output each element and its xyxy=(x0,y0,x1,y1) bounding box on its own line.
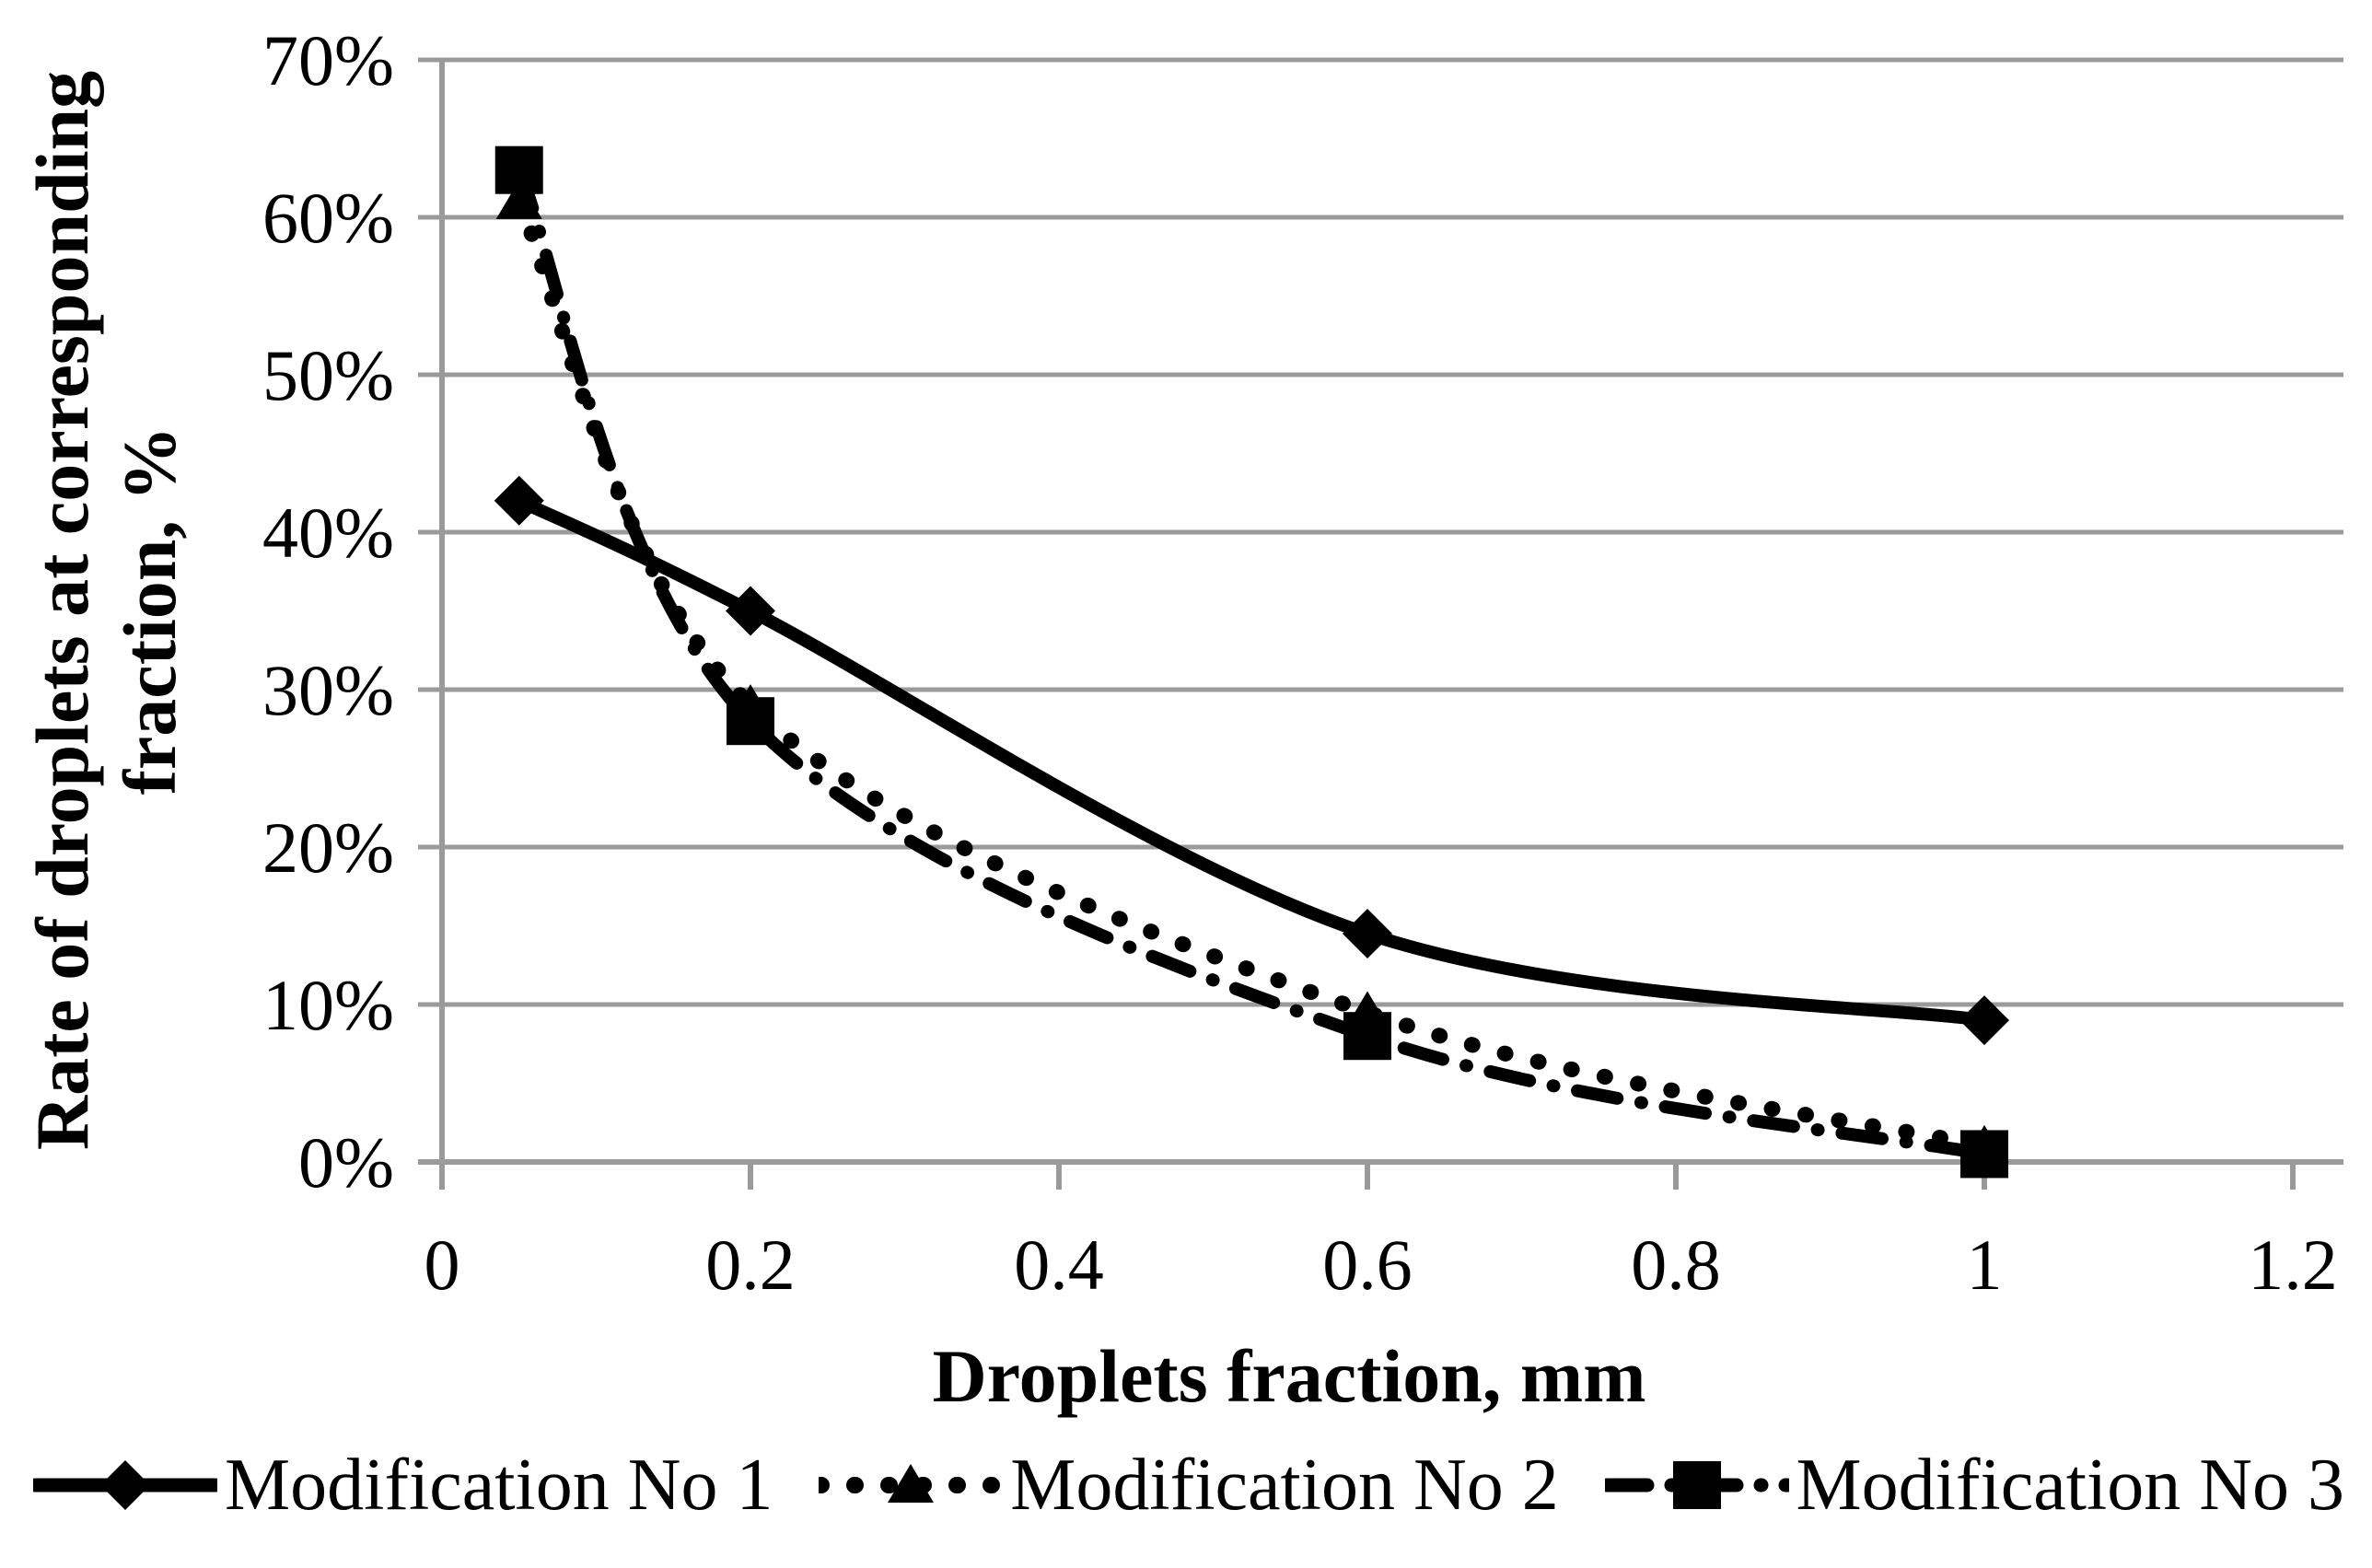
marker-triangle xyxy=(495,180,542,219)
legend-entry-3: Modification No 3 xyxy=(1604,1444,2344,1527)
y-axis-title-line1: Rate of droplets at corresponding xyxy=(20,70,104,1151)
y-tick-label: 50% xyxy=(262,335,394,415)
y-tick-label: 20% xyxy=(262,807,394,888)
x-tick-label: 0.6 xyxy=(1322,1225,1413,1305)
series-line-1 xyxy=(512,494,1991,1028)
marker-diamond xyxy=(726,586,775,636)
legend: Modification No 1 Modification No 2 Modifi… xyxy=(33,1421,2344,1550)
diamond-icon xyxy=(100,1460,150,1510)
marker-square xyxy=(727,697,774,746)
y-tick-label: 60% xyxy=(262,178,394,258)
legend-label: Modification No 2 xyxy=(1010,1444,1559,1526)
marker-square xyxy=(1960,1130,2008,1179)
x-tick-label: 0.8 xyxy=(1631,1225,1721,1305)
legend-label: Modification No 1 xyxy=(225,1444,773,1526)
marker-diamond xyxy=(494,475,544,526)
x-tick-label: 0 xyxy=(424,1225,460,1305)
y-axis-title-line2: fraction, % xyxy=(108,425,192,796)
y-tick-label: 30% xyxy=(262,650,394,730)
marker-diamond xyxy=(1959,995,2009,1046)
series-line-3 xyxy=(512,163,1991,1161)
x-tick-label: 1.2 xyxy=(2248,1225,2338,1305)
x-tick-label: 0.4 xyxy=(1014,1225,1104,1305)
legend-swatch-dashdot xyxy=(1604,1461,1789,1509)
legend-entry-2: Modification No 2 xyxy=(819,1444,1559,1527)
triangle-icon xyxy=(888,1464,935,1503)
marker-square xyxy=(1343,1012,1391,1061)
x-axis-title: Droplets fraction, mm xyxy=(932,1334,1646,1418)
marker-square xyxy=(494,145,543,194)
legend-label: Modification No 3 xyxy=(1796,1444,2344,1526)
x-tick-label: 0.2 xyxy=(705,1225,796,1305)
y-tick-label: 0% xyxy=(298,1122,394,1202)
y-tick-label: 70% xyxy=(262,20,394,100)
y-axis-title: Rate of droplets at corresponding fracti… xyxy=(18,12,193,1209)
legend-swatch-dotted xyxy=(819,1464,1004,1503)
legend-entry-1: Modification No 1 xyxy=(33,1444,773,1527)
y-tick-label: 10% xyxy=(262,965,394,1045)
square-icon xyxy=(1672,1461,1721,1509)
y-tick-label: 40% xyxy=(262,493,394,573)
legend-swatch-solid xyxy=(33,1460,217,1510)
marker-diamond xyxy=(1343,909,1392,959)
x-tick-label: 1 xyxy=(1967,1225,2003,1305)
